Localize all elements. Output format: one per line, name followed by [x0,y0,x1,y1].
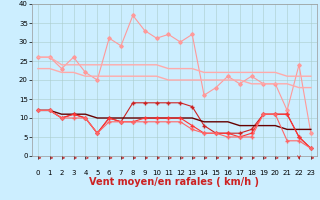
X-axis label: Vent moyen/en rafales ( km/h ): Vent moyen/en rafales ( km/h ) [89,177,260,187]
